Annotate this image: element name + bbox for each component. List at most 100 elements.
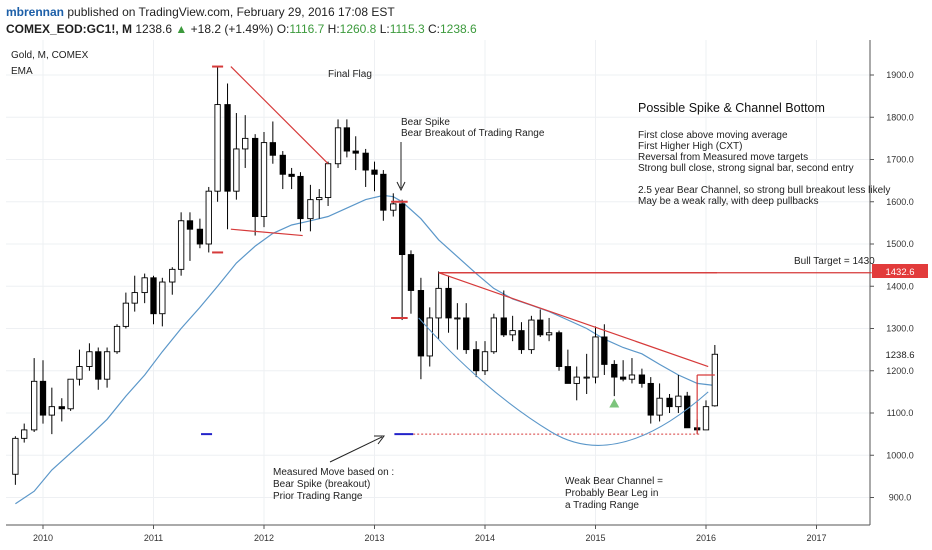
measured-move-arrow — [329, 436, 383, 463]
candle — [113, 324, 121, 354]
candle-body — [473, 349, 480, 372]
y-tick-label: 1500.0 — [886, 239, 914, 249]
measured-move-label-1: Measured Move based on : — [273, 467, 394, 478]
candle-body — [666, 397, 673, 408]
candle-body — [205, 190, 212, 245]
candle-body — [279, 154, 286, 175]
candle-body — [684, 395, 691, 429]
candle-body — [509, 330, 516, 336]
candle — [555, 330, 563, 371]
candle-body — [454, 317, 461, 320]
buy-signal-icon — [609, 398, 620, 408]
candle — [169, 267, 176, 295]
bear-spike-label: Bear Spike — [401, 117, 450, 128]
candle-body — [445, 287, 452, 319]
candle — [58, 398, 65, 422]
candle — [711, 344, 718, 407]
candle — [233, 113, 240, 200]
candle-body — [675, 395, 682, 408]
candle-body — [481, 351, 489, 372]
candle-body — [611, 363, 618, 378]
close-label: C: — [427, 22, 440, 36]
candle — [647, 377, 654, 424]
candle-body — [177, 220, 185, 270]
candle — [131, 275, 138, 312]
bull-target-badge-text: 1432.6 — [885, 267, 914, 278]
candle — [48, 387, 55, 435]
x-tick-label: 2014 — [475, 533, 495, 543]
candle — [371, 161, 378, 192]
annotation-drawings — [201, 65, 872, 463]
spike-note-2: First Higher High (CXT) — [638, 141, 742, 152]
y-tick-label: 1200.0 — [886, 366, 914, 376]
candle-body — [343, 127, 351, 152]
candle — [684, 391, 691, 429]
candle — [307, 184, 314, 232]
candle-body — [297, 175, 304, 220]
x-tick-label: 2013 — [364, 533, 384, 543]
author-link[interactable]: mbrennan — [6, 5, 65, 19]
candle-body — [169, 268, 176, 283]
x-tick-label: 2015 — [585, 533, 605, 543]
candle-body — [288, 173, 295, 177]
candle — [490, 313, 497, 354]
candle — [196, 218, 204, 249]
candle-body — [39, 380, 47, 416]
candle-body — [224, 104, 231, 192]
candle — [352, 136, 359, 171]
candle-body — [628, 374, 636, 380]
final-flag-label: Final Flag — [328, 69, 372, 80]
candle — [435, 271, 442, 340]
candle-body — [95, 351, 102, 380]
candle-body — [67, 378, 74, 410]
candle-body — [638, 374, 646, 384]
candle-body — [269, 142, 276, 156]
candle-body — [390, 203, 397, 211]
candle — [214, 66, 221, 202]
candle-body — [592, 336, 599, 378]
spike-note-1: First close above moving average — [638, 130, 788, 141]
candle-body — [307, 199, 314, 220]
y-tick-label: 1700.0 — [886, 155, 914, 165]
candle-body — [463, 317, 470, 351]
bull-target-badge: 1432.6 — [872, 264, 928, 278]
candle — [564, 349, 572, 384]
candle — [103, 347, 111, 388]
y-tick-label: 1600.0 — [886, 197, 914, 207]
candle — [628, 358, 636, 384]
candle — [150, 275, 157, 325]
candle — [279, 151, 286, 190]
candle — [619, 360, 627, 382]
candle — [390, 193, 397, 217]
candle-body — [380, 173, 387, 211]
y-axis-ticks: 900.0 1000.0 1100.0 1200.0 1300.0 1400.0 1500.… — [870, 70, 914, 503]
candle — [297, 172, 304, 232]
candle — [675, 374, 682, 413]
candle — [343, 119, 351, 158]
bull-target-badge-bg — [872, 264, 928, 278]
candle-body — [12, 437, 19, 475]
candle — [122, 292, 130, 329]
candle-body — [86, 351, 93, 367]
candle — [159, 277, 166, 327]
candle — [638, 368, 646, 388]
candle-body — [324, 163, 332, 198]
candle — [601, 324, 608, 375]
candle — [473, 341, 480, 378]
symbol-label: COMEX_EOD:GC1!, M — [6, 22, 133, 36]
candle — [141, 273, 148, 304]
y-tick-label: 1100.0 — [887, 408, 914, 418]
candle-body — [214, 104, 221, 192]
flag-lower-line — [230, 228, 303, 237]
x-axis-ticks: 2010 2011 2012 2013 2014 2015 2016 2017 — [33, 525, 827, 543]
candle — [407, 250, 415, 314]
candle — [398, 199, 406, 321]
price-chart[interactable]: 2010 2011 2012 2013 2014 2015 2016 2017 900.0 10… — [0, 40, 932, 550]
y-tick-label: 1800.0 — [886, 112, 914, 122]
candle — [611, 360, 618, 397]
candle-body — [76, 366, 83, 380]
candle-body — [252, 137, 259, 217]
weak-channel-label-3: a Trading Range — [565, 500, 639, 511]
candle — [224, 83, 231, 230]
last-price: 1238.6 — [135, 22, 173, 36]
